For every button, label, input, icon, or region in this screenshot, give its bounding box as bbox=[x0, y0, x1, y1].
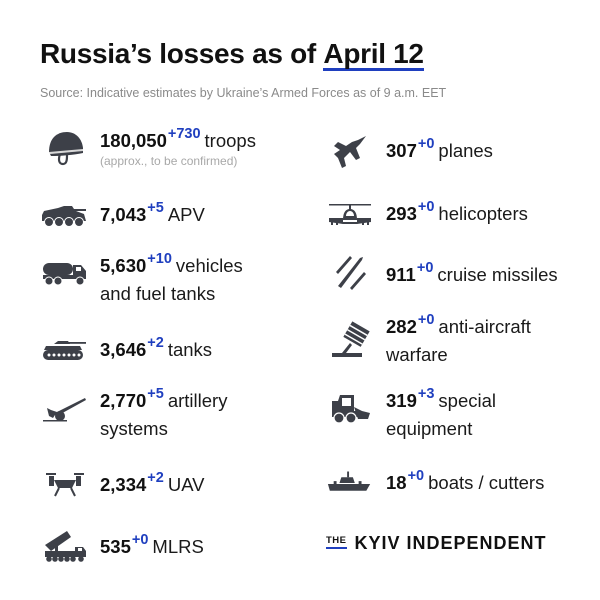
stat-value: 911 bbox=[386, 264, 416, 285]
stat-value: 5,630 bbox=[100, 255, 147, 276]
apv-icon bbox=[38, 196, 92, 236]
stat-label: APV bbox=[167, 204, 205, 225]
stat-delta: +2 bbox=[147, 470, 164, 486]
page-title: Russia’s losses as of April 12 bbox=[40, 38, 424, 71]
stat-delta: +3 bbox=[417, 386, 435, 402]
stat-special-equipment: 319+3 special equipment bbox=[326, 386, 497, 442]
stat-label: planes bbox=[438, 140, 493, 161]
stat-value: 2,334 bbox=[100, 474, 147, 495]
boat-icon bbox=[326, 464, 374, 504]
helicopter-icon bbox=[326, 195, 374, 235]
title-date: April 12 bbox=[323, 38, 424, 71]
stat-apv: 7,043+5 APV bbox=[38, 196, 205, 236]
stat-value: 319 bbox=[386, 390, 417, 411]
stat-delta: +5 bbox=[147, 386, 164, 402]
stat-delta: +730 bbox=[167, 126, 201, 142]
stat-delta: +0 bbox=[407, 468, 425, 484]
stat-delta: +0 bbox=[417, 312, 435, 328]
stat-value: 307 bbox=[386, 140, 417, 161]
stat-value: 2,770 bbox=[100, 390, 147, 411]
stat-delta: +10 bbox=[147, 251, 172, 267]
helmet-icon bbox=[38, 128, 92, 168]
stat-label: special bbox=[438, 390, 497, 411]
stat-planes: 307+0 planes bbox=[326, 132, 493, 172]
stat-label: vehicles bbox=[175, 255, 243, 276]
anti-aircraft-icon bbox=[326, 314, 374, 364]
source-note: Source: Indicative estimates by Ukraine’… bbox=[40, 86, 447, 100]
stat-mlrs: 535+0 MLRS bbox=[38, 526, 204, 566]
stat-value: 282 bbox=[386, 316, 417, 337]
stat-label: tanks bbox=[167, 339, 213, 360]
stat-delta: +0 bbox=[131, 532, 149, 548]
stat-label-line2: systems bbox=[100, 418, 168, 439]
drone-icon bbox=[38, 466, 92, 506]
stat-label: artillery bbox=[167, 390, 228, 411]
kyiv-independent-logo: THE KYIV INDEPENDENT bbox=[326, 533, 547, 554]
stat-label: cruise missiles bbox=[437, 264, 558, 285]
stat-label: UAV bbox=[167, 474, 205, 495]
stat-value: 180,050 bbox=[100, 130, 167, 151]
stat-cruise-missiles: 911+0 cruise missiles bbox=[326, 252, 558, 292]
stat-helicopters: 293+0 helicopters bbox=[326, 195, 528, 235]
missiles-icon bbox=[326, 252, 374, 292]
stat-vehicles: 5,630+10 vehicles and fuel tanks bbox=[38, 251, 243, 307]
stat-label-line2: warfare bbox=[386, 344, 448, 365]
special-equipment-icon bbox=[326, 388, 374, 428]
stat-label: boats / cutters bbox=[428, 472, 545, 493]
stat-value: 3,646 bbox=[100, 339, 147, 360]
stat-label: helicopters bbox=[438, 203, 528, 224]
stat-delta: +0 bbox=[417, 136, 435, 152]
title-prefix: Russia’s losses as of bbox=[40, 38, 324, 69]
stat-troops: 180,050+730 troops (approx., to be confir… bbox=[38, 126, 256, 168]
mlrs-icon bbox=[38, 526, 92, 566]
stat-value: 535 bbox=[100, 536, 131, 557]
fuel-truck-icon bbox=[38, 252, 92, 292]
stat-anti-aircraft: 282+0 anti-aircraft warfare bbox=[326, 312, 531, 368]
stat-artillery: 2,770+5 artillery systems bbox=[38, 386, 228, 442]
stat-label: MLRS bbox=[152, 536, 204, 557]
stat-value: 7,043 bbox=[100, 204, 147, 225]
stat-tanks: 3,646+2 tanks bbox=[38, 331, 212, 371]
brand-the: THE bbox=[326, 536, 347, 549]
stat-boats: 18+0 boats / cutters bbox=[326, 464, 544, 504]
stat-label-line2: equipment bbox=[386, 418, 473, 439]
artillery-icon bbox=[38, 388, 92, 428]
stat-label: anti-aircraft bbox=[438, 316, 531, 337]
stat-uav: 2,334+2 UAV bbox=[38, 466, 205, 506]
stat-delta: +0 bbox=[416, 260, 434, 276]
stat-delta: +2 bbox=[147, 335, 164, 351]
brand-name: KYIV INDEPENDENT bbox=[354, 533, 547, 553]
stat-delta: +0 bbox=[417, 199, 435, 215]
plane-icon bbox=[326, 132, 374, 172]
stat-note: (approx., to be confirmed) bbox=[100, 154, 238, 168]
stat-label: troops bbox=[204, 130, 256, 151]
stat-label-line2: and fuel tanks bbox=[100, 283, 216, 304]
stat-delta: +5 bbox=[147, 200, 164, 216]
tank-icon bbox=[38, 331, 92, 371]
stat-value: 293 bbox=[386, 203, 417, 224]
stat-value: 18 bbox=[386, 472, 407, 493]
